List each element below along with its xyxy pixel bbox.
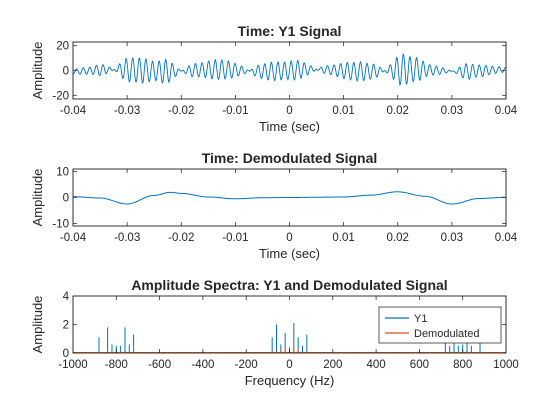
- y-tick-label: 2: [63, 320, 69, 332]
- legend-entry: Demodulated: [414, 328, 479, 340]
- x-tick-label: 0.02: [387, 232, 409, 244]
- y-tick-label: 0: [63, 193, 69, 205]
- y1-signal-line: [73, 53, 506, 86]
- x-tick-label: 0: [286, 359, 292, 371]
- x-tick-label: -0.02: [168, 105, 194, 117]
- x-tick-label: -800: [105, 359, 128, 371]
- x-tick-label: -0.01: [222, 232, 248, 244]
- legend: Y1 Demodulated: [378, 306, 502, 344]
- x-axis-label: Time (sec): [259, 119, 320, 134]
- y-tick-label: 0: [63, 348, 69, 360]
- y-axis-label: Amplitude: [30, 169, 45, 227]
- x-tick-label: -400: [191, 359, 214, 371]
- x-tick-label: 0.03: [441, 105, 463, 117]
- x-tick-label: 0.02: [387, 105, 409, 117]
- y-axis-label: Amplitude: [30, 296, 45, 354]
- spectra-chart: -1000 -800 -600 -400 -200 0 200 400 600 800 1000 0 2…: [30, 277, 519, 388]
- x-tick-label: 0.01: [332, 105, 354, 117]
- x-tick-label: -1000: [58, 359, 87, 371]
- x-axis-label: Time (sec): [259, 246, 320, 261]
- x-tick-label: 0.03: [441, 232, 463, 244]
- legend-entry: Y1: [414, 313, 427, 325]
- x-tick-label: 1000: [493, 359, 519, 371]
- y1-plot-area: [73, 53, 506, 86]
- y-tick-label: -20: [52, 90, 69, 102]
- y-tick-label: 4: [63, 291, 70, 303]
- chart-title: Time: Y1 Signal: [238, 23, 342, 39]
- x-tick-label: -0.01: [222, 105, 248, 117]
- demodulated-signal-line: [73, 191, 506, 205]
- chart-title: Time: Demodulated Signal: [202, 150, 378, 166]
- y-tick-label: 10: [56, 167, 69, 179]
- y1-chart: -0.04 -0.03 -0.02 -0.01 0 0.01 0.02 0.03 0.04 -20…: [30, 23, 518, 134]
- y-axis-label: Amplitude: [30, 42, 45, 100]
- x-tick-label: -200: [235, 359, 258, 371]
- demod-chart: -0.04 -0.03 -0.02 -0.01 0 0.01 0.02 0.03 0.04 -10…: [30, 150, 518, 261]
- x-tick-label: 0.04: [495, 232, 518, 244]
- x-tick-label: 0: [286, 232, 292, 244]
- x-tick-label: 400: [367, 359, 386, 371]
- x-tick-label: -0.04: [60, 105, 87, 117]
- y-tick-label: -10: [52, 218, 69, 230]
- y-tick-label: 20: [56, 41, 69, 53]
- x-tick-label: 0: [286, 105, 292, 117]
- x-tick-label: -0.04: [60, 232, 87, 244]
- x-tick-label: -600: [148, 359, 171, 371]
- demod-plot-area: [73, 191, 506, 205]
- x-tick-label: 200: [323, 359, 342, 371]
- x-tick-label: -0.03: [114, 105, 140, 117]
- x-tick-label: 0.01: [332, 232, 354, 244]
- x-tick-label: 800: [453, 359, 472, 371]
- x-axis-label: Frequency (Hz): [245, 373, 335, 388]
- chart-title: Amplitude Spectra: Y1 and Demodulated Si…: [131, 277, 447, 293]
- y-tick-label: 0: [63, 66, 69, 78]
- x-tick-label: 600: [410, 359, 429, 371]
- x-tick-label: -0.03: [114, 232, 140, 244]
- x-tick-label: -0.02: [168, 232, 194, 244]
- x-tick-label: 0.04: [495, 105, 518, 117]
